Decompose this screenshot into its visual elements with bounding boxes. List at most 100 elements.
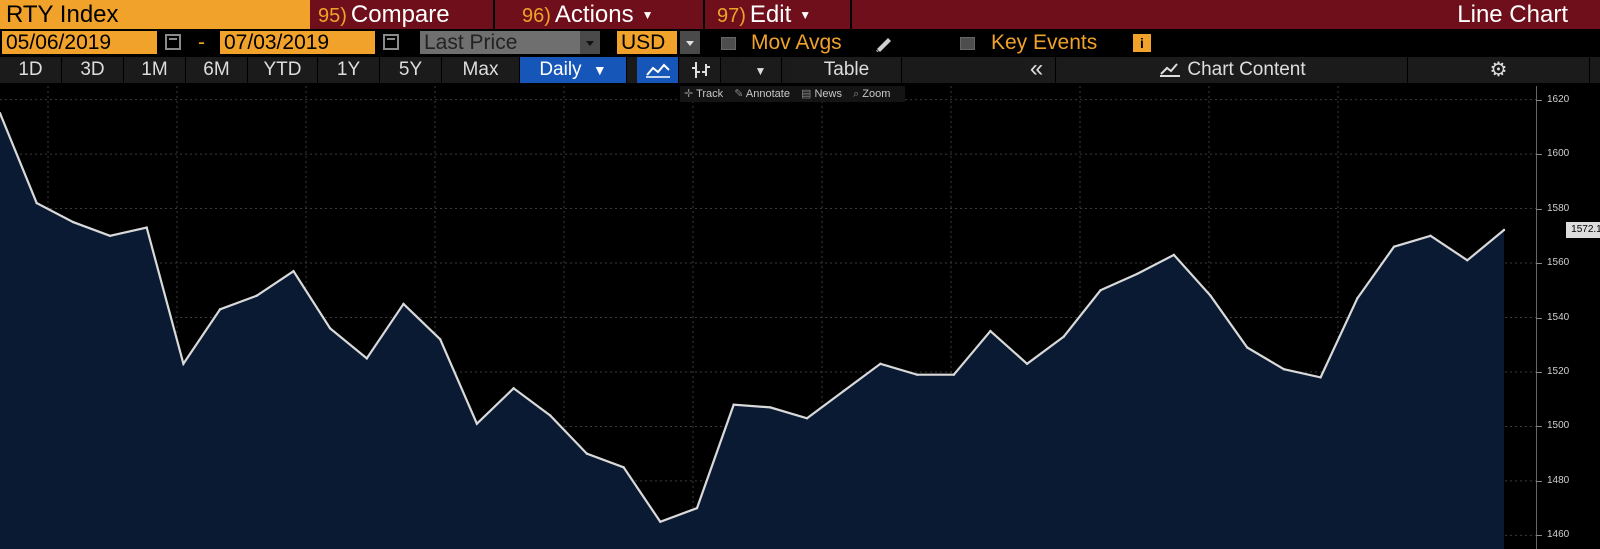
table-button[interactable]: Table	[792, 57, 902, 83]
collapse-panel-button[interactable]: «	[1018, 57, 1056, 83]
chevron-down-icon: ▼	[592, 62, 607, 78]
menu-divider	[850, 0, 852, 29]
data-point	[1136, 272, 1139, 276]
actions-menu-number: 96)	[522, 5, 551, 27]
chevron-down-icon[interactable]	[680, 31, 700, 54]
edit-menu[interactable]: 97) Edit ▼	[717, 0, 812, 29]
chart-content-button[interactable]: Chart Content	[1058, 57, 1408, 83]
data-point	[585, 452, 589, 455]
y-tick-label: 1560	[1547, 257, 1570, 269]
y-tick-label: 1580	[1547, 202, 1570, 214]
track-tool[interactable]: Track	[696, 88, 724, 100]
range-ytd-button[interactable]: YTD	[248, 57, 318, 83]
data-point	[182, 362, 185, 365]
data-point	[622, 466, 625, 469]
y-tick	[1536, 426, 1542, 428]
range-1m-button[interactable]: 1M	[124, 57, 186, 83]
mov-avgs-label[interactable]: Mov Avgs	[751, 31, 842, 54]
menu-divider	[493, 0, 495, 29]
pencil-icon: ✎	[734, 88, 744, 100]
y-tick	[1536, 154, 1542, 156]
price-line	[0, 112, 1505, 524]
data-point	[695, 506, 699, 510]
compare-menu-label: Compare	[350, 1, 450, 28]
calendar-icon[interactable]	[383, 34, 399, 50]
actions-menu[interactable]: 96) Actions ▼	[522, 0, 654, 29]
range-5y-button[interactable]: 5Y	[380, 57, 442, 83]
settings-button[interactable]: ⚙	[1408, 57, 1590, 83]
data-point	[915, 373, 919, 376]
menu-divider	[703, 0, 705, 29]
data-point	[108, 234, 112, 237]
data-point	[292, 270, 295, 273]
data-point	[1392, 245, 1396, 248]
chart-content-label: Chart Content	[1187, 59, 1306, 80]
compare-menu-number: 95)	[318, 5, 347, 27]
range-1y-button[interactable]: 1Y	[318, 57, 380, 83]
data-point	[1099, 289, 1102, 292]
line-chart-type-button[interactable]	[637, 57, 679, 83]
data-point	[1319, 376, 1322, 379]
data-point	[1062, 335, 1066, 338]
annotate-tool[interactable]: Annotate	[745, 88, 790, 100]
y-tick-label: 1540	[1547, 311, 1570, 323]
news-tool[interactable]: News	[814, 88, 842, 100]
zoom-tool[interactable]: Zoom	[862, 88, 891, 100]
data-point	[439, 338, 442, 341]
magnifier-icon: ⌕	[853, 88, 860, 100]
data-point	[1172, 253, 1176, 257]
compare-menu[interactable]: 95) Compare	[318, 0, 450, 29]
ticker-input[interactable]: RTY Index	[0, 0, 310, 29]
price-line-chart[interactable]	[0, 86, 1536, 549]
last-value-label: 1572.122	[1566, 222, 1600, 238]
y-tick	[1536, 317, 1542, 319]
y-axis	[1536, 86, 1600, 549]
data-point	[1246, 346, 1249, 349]
currency-select[interactable]: USD	[617, 31, 677, 54]
range-1d-button[interactable]: 1D	[0, 57, 62, 83]
range-3d-button[interactable]: 3D	[62, 57, 124, 83]
chevron-down-icon: ▼	[754, 64, 767, 78]
data-point	[1466, 259, 1469, 262]
field-select[interactable]: Last Price	[420, 31, 580, 54]
y-tick-label: 1620	[1547, 93, 1570, 105]
range-6m-button[interactable]: 6M	[186, 57, 248, 83]
start-date-input[interactable]: 05/06/2019	[2, 31, 157, 54]
data-point	[842, 389, 845, 393]
chevron-down-icon: ▼	[799, 8, 812, 22]
data-point	[549, 414, 552, 417]
data-point	[732, 403, 735, 406]
data-point	[879, 362, 882, 365]
crosshair-icon: ✛	[684, 88, 694, 100]
info-icon[interactable]: i	[1133, 34, 1151, 52]
date-separator: -	[198, 31, 205, 54]
data-point	[805, 417, 809, 420]
data-point	[1502, 228, 1506, 232]
data-point	[1429, 234, 1432, 237]
range-max-button[interactable]: Max	[442, 57, 520, 83]
pencil-icon[interactable]	[874, 34, 894, 52]
periodicity-select[interactable]: Daily ▼	[520, 57, 627, 83]
key-events-label[interactable]: Key Events	[991, 31, 1098, 54]
edit-menu-label: Edit	[749, 1, 792, 28]
data-point	[952, 373, 955, 376]
data-point	[402, 302, 405, 306]
y-tick-label: 1480	[1547, 474, 1570, 486]
news-icon: ▤	[801, 88, 812, 100]
data-point	[512, 387, 515, 390]
y-tick-label: 1600	[1547, 148, 1570, 160]
line-chart-icon	[645, 63, 670, 78]
chevron-down-icon[interactable]	[580, 31, 600, 54]
data-point	[328, 327, 332, 330]
y-tick	[1536, 371, 1542, 373]
bar-chart-type-button[interactable]	[681, 57, 721, 83]
mov-avgs-checkbox[interactable]	[721, 37, 736, 50]
end-date-input[interactable]: 07/03/2019	[220, 31, 375, 54]
gear-icon: ⚙	[1489, 59, 1508, 81]
calendar-icon[interactable]	[165, 34, 181, 50]
key-events-checkbox[interactable]	[960, 37, 975, 50]
data-point	[0, 112, 2, 115]
data-point	[255, 294, 258, 297]
chart-type-dropdown[interactable]: ▼	[740, 57, 782, 83]
periodicity-label: Daily	[539, 59, 582, 80]
